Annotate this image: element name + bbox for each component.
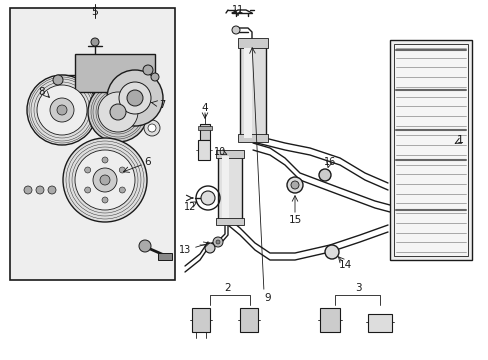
Bar — [238, 134, 267, 142]
Circle shape — [27, 75, 97, 145]
Text: 15: 15 — [288, 215, 301, 225]
Circle shape — [119, 167, 125, 173]
Circle shape — [318, 169, 330, 181]
Circle shape — [57, 105, 67, 115]
Circle shape — [37, 85, 87, 135]
Bar — [240, 308, 258, 332]
Circle shape — [84, 167, 90, 173]
Bar — [238, 38, 267, 48]
Circle shape — [286, 177, 303, 193]
Text: 2: 2 — [224, 283, 231, 293]
Bar — [240, 44, 265, 140]
Circle shape — [231, 26, 240, 34]
Text: 16: 16 — [323, 157, 335, 167]
Text: 5: 5 — [91, 7, 98, 17]
Circle shape — [213, 237, 223, 247]
Circle shape — [102, 157, 108, 163]
Bar — [75, 54, 155, 92]
Circle shape — [216, 240, 220, 244]
Circle shape — [325, 245, 338, 259]
Circle shape — [107, 70, 163, 126]
Text: 9: 9 — [264, 293, 271, 303]
Circle shape — [75, 150, 135, 210]
Bar — [244, 48, 251, 138]
Circle shape — [139, 240, 151, 252]
Bar — [216, 150, 244, 158]
Text: 4: 4 — [201, 103, 208, 113]
Circle shape — [36, 186, 44, 194]
Text: 12: 12 — [183, 202, 196, 212]
Text: 6: 6 — [144, 157, 151, 167]
Circle shape — [63, 138, 147, 222]
Circle shape — [119, 82, 151, 114]
Bar — [198, 140, 209, 160]
Circle shape — [24, 186, 32, 194]
Bar — [393, 44, 467, 256]
Circle shape — [143, 120, 160, 136]
Circle shape — [102, 197, 108, 203]
Circle shape — [91, 38, 99, 46]
Circle shape — [151, 73, 159, 81]
Circle shape — [53, 75, 63, 85]
Circle shape — [201, 191, 215, 205]
Text: 10: 10 — [213, 147, 225, 157]
Circle shape — [88, 82, 148, 142]
Circle shape — [119, 187, 125, 193]
Circle shape — [48, 186, 56, 194]
Circle shape — [204, 243, 215, 253]
Circle shape — [100, 175, 110, 185]
Bar — [200, 124, 209, 140]
Text: 7: 7 — [159, 100, 165, 110]
Text: 11: 11 — [231, 5, 244, 15]
Bar — [367, 314, 391, 332]
Bar — [10, 8, 175, 280]
Bar — [222, 156, 228, 218]
Circle shape — [148, 124, 156, 132]
Circle shape — [98, 92, 138, 132]
Bar — [158, 253, 172, 260]
Circle shape — [127, 90, 142, 106]
Circle shape — [84, 187, 90, 193]
Text: 1: 1 — [456, 135, 463, 145]
Circle shape — [142, 65, 153, 75]
Bar — [218, 154, 242, 220]
Circle shape — [110, 104, 126, 120]
Bar — [198, 126, 212, 130]
Circle shape — [93, 168, 117, 192]
Bar — [389, 40, 471, 260]
Bar — [216, 218, 244, 225]
Bar — [319, 308, 339, 332]
Bar — [192, 308, 209, 332]
Text: 8: 8 — [39, 87, 45, 97]
Circle shape — [290, 181, 298, 189]
Circle shape — [50, 98, 74, 122]
Text: 14: 14 — [338, 260, 351, 270]
Text: 3: 3 — [354, 283, 361, 293]
Text: 13: 13 — [179, 245, 191, 255]
